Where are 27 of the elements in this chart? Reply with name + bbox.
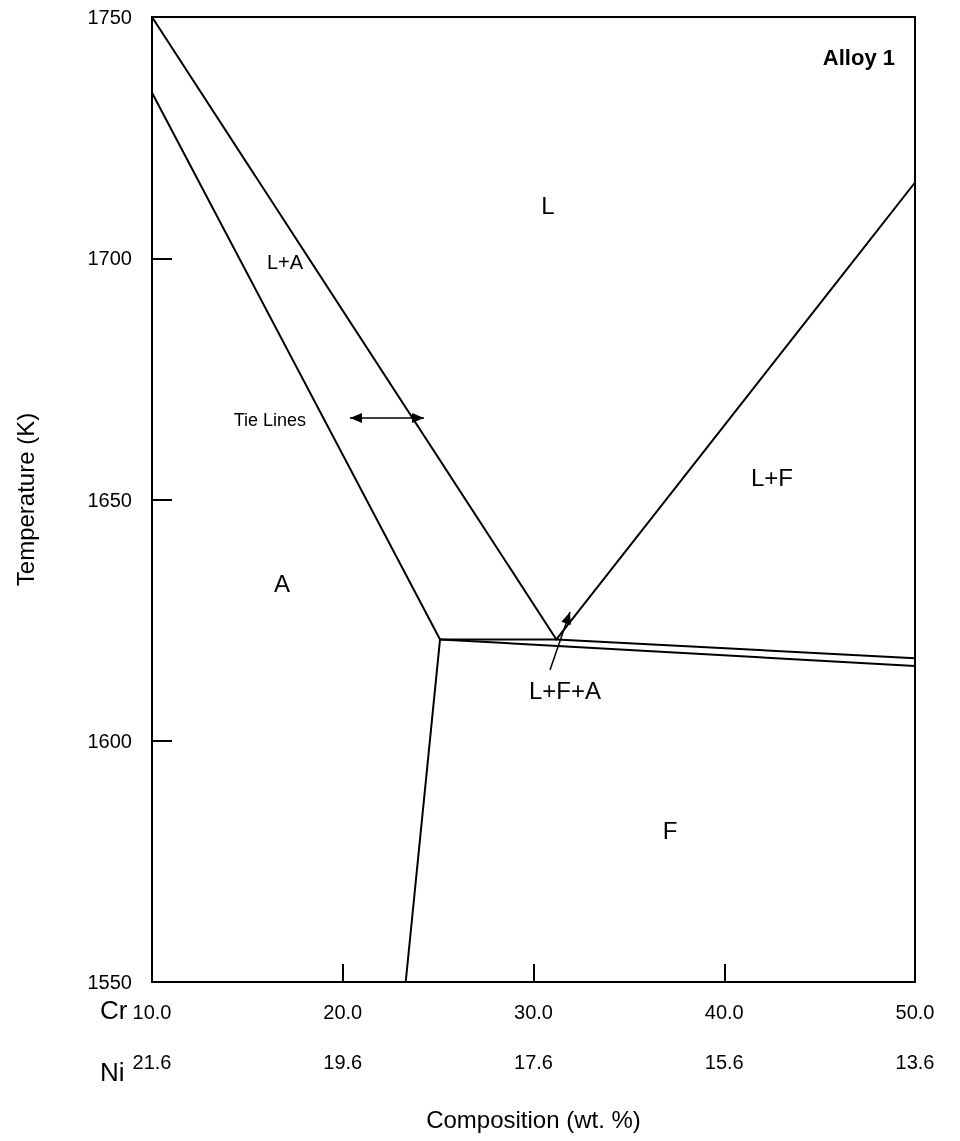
y-tick-label: 1700 <box>87 247 132 270</box>
annotation: Tie Lines <box>233 410 306 430</box>
annotation: L+F+A <box>528 676 602 704</box>
y-tick-label: 1650 <box>87 488 132 511</box>
x-tick-label: 50.0 <box>895 1001 935 1023</box>
x2-tick-label: 21.6 <box>132 1051 172 1073</box>
annotation: L <box>541 191 555 219</box>
x2-tick-label: 17.6 <box>514 1051 553 1073</box>
annotation: F <box>662 816 678 844</box>
y-tick-label: 1600 <box>87 729 132 752</box>
annotation: Alloy 1 <box>822 44 895 70</box>
x2-tick-label: 15.6 <box>704 1051 744 1073</box>
text: Ni <box>100 1057 125 1087</box>
x2-tick-label: 13.6 <box>895 1051 935 1073</box>
x-tick-label: 40.0 <box>704 1001 744 1023</box>
annotation: A <box>273 569 291 597</box>
x2-tick-label: 19.6 <box>323 1051 363 1073</box>
y-axis-title: Temperature (K) <box>11 412 39 587</box>
y-tick-label: 1750 <box>87 6 132 28</box>
x-tick-label: 10.0 <box>132 1001 172 1023</box>
x-tick-label: 30.0 <box>514 1001 553 1023</box>
annotation: L+F <box>750 463 794 491</box>
annotation: L+A <box>266 251 304 273</box>
x-axis-title: Composition (wt. %) <box>426 1105 641 1133</box>
x-tick-label: 20.0 <box>323 1001 363 1023</box>
y-tick-label: 1550 <box>87 971 132 993</box>
text: Cr <box>100 995 128 1025</box>
